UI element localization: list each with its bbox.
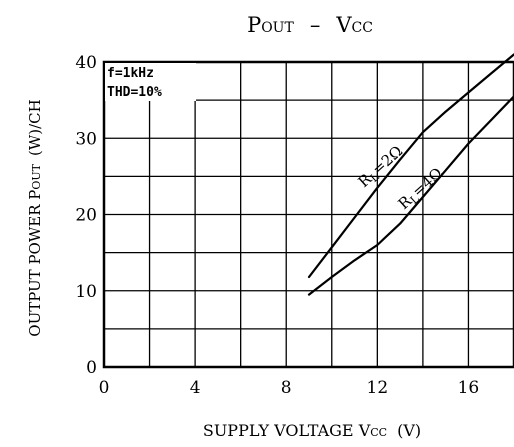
x-tick-label: 0 [99, 378, 110, 398]
y-tick-label: 20 [75, 206, 97, 226]
y-axis-label: OUTPUT POWER POUT(W)/CH [26, 99, 44, 336]
legend-line-1: f=1kHz [107, 66, 154, 81]
series-lines [307, 53, 514, 296]
x-tick-label: 8 [281, 378, 292, 398]
legend-box [105, 63, 196, 101]
plot-frame [102, 60, 514, 369]
chart-title: POUT – VCC [247, 13, 373, 37]
series-line-rl-4ohm [307, 95, 514, 296]
x-tick-labels: 0 4 8 12 16 [99, 378, 480, 398]
y-tick-label: 40 [75, 53, 97, 73]
series-line-rl-2ohm [307, 53, 514, 279]
svg-text:OUTPUT POWER POUT(W)/CH: OUTPUT POWER POUT(W)/CH [26, 99, 44, 336]
grid [104, 62, 514, 367]
y-tick-label: 10 [75, 282, 97, 302]
x-tick-label: 4 [190, 378, 201, 398]
y-tick-label: 0 [86, 358, 97, 378]
legend-line-2: THD=10% [107, 85, 162, 100]
y-tick-labels: 0 10 20 30 40 [75, 53, 97, 378]
x-tick-label: 12 [367, 378, 389, 398]
y-tick-label: 30 [75, 129, 97, 149]
x-tick-label: 16 [458, 378, 480, 398]
x-axis-label: SUPPLY VOLTAGE VCC (V) [203, 421, 421, 440]
